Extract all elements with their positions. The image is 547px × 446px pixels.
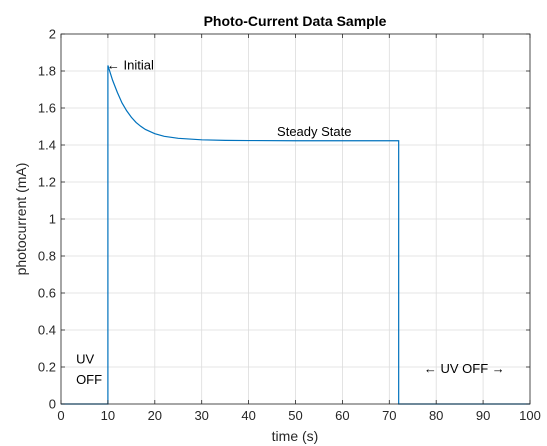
y-tick-label: 0	[49, 397, 56, 412]
x-tick-label: 30	[194, 408, 208, 423]
y-tick-label: 1.6	[38, 101, 56, 116]
x-tick-label: 10	[101, 408, 115, 423]
x-axis-label: time (s)	[272, 428, 319, 444]
annotation-initial: ← Initial	[107, 57, 154, 72]
y-tick-label: 0.4	[38, 323, 56, 338]
x-tick-label: 80	[429, 408, 443, 423]
x-tick-label: 0	[57, 408, 64, 423]
x-tick-label: 20	[148, 408, 162, 423]
y-tick-label: 0.8	[38, 249, 56, 264]
y-tick-label: 1.2	[38, 175, 56, 190]
chart-title: Photo-Current Data Sample	[204, 13, 387, 29]
y-tick-label: 1	[49, 212, 56, 227]
y-tick-label: 0.6	[38, 286, 56, 301]
y-axis-tick-labels: 0 0.2 0.4 0.6 0.8 1 1.2 1.4 1.6 1.8 2	[38, 27, 56, 412]
y-tick-label: 0.2	[38, 360, 56, 375]
annotation-uv-off-left-line2: OFF	[76, 372, 102, 387]
x-tick-label: 100	[519, 408, 541, 423]
y-axis-ticks	[61, 33, 530, 405]
y-tick-label: 1.8	[38, 64, 56, 79]
y-axis-label: photocurrent (mA)	[13, 163, 29, 276]
annotation-uv-off-left-line1: UV	[76, 352, 94, 367]
annotation-steady-state: Steady State	[277, 124, 351, 139]
x-tick-label: 90	[476, 408, 490, 423]
x-tick-label: 60	[335, 408, 349, 423]
y-tick-label: 1.4	[38, 138, 56, 153]
x-tick-label: 70	[382, 408, 396, 423]
x-tick-label: 50	[288, 408, 302, 423]
annotation-uv-off-right: ← UV OFF →	[424, 361, 505, 376]
x-axis-tick-labels: 0 10 20 30 40 50 60 70 80 90 100	[57, 408, 540, 423]
annotations: ← Initial Steady State UV OFF ← UV OFF →	[76, 57, 505, 387]
x-tick-label: 40	[241, 408, 255, 423]
photocurrent-series-line	[61, 65, 530, 405]
x-axis-ticks	[60, 34, 531, 404]
y-tick-label: 2	[49, 27, 56, 42]
